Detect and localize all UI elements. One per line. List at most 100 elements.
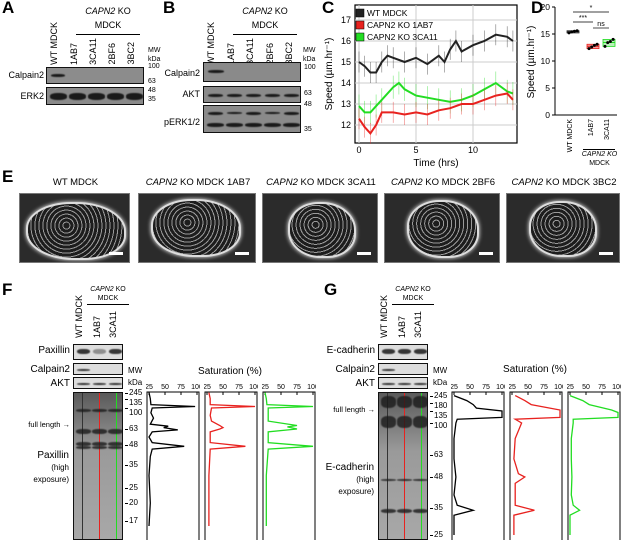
- mw-mark: 17: [129, 515, 138, 525]
- band: [77, 369, 90, 371]
- mw-tick: [430, 477, 433, 478]
- ko-gene-name: CAPN2: [511, 177, 544, 188]
- band: [246, 94, 261, 97]
- mw-tick: [125, 445, 128, 446]
- lane-guide-line: [404, 393, 405, 539]
- band: [208, 112, 223, 115]
- blot-label: Calpain2: [30, 364, 70, 375]
- band: [397, 416, 412, 428]
- blot-label: Paxillin: [38, 345, 70, 356]
- band: [108, 442, 122, 446]
- cell-colony-micrograph: [138, 193, 256, 263]
- blot-akt: [73, 377, 123, 389]
- blot-label: AKT: [50, 378, 70, 389]
- mw-mark: 48: [148, 87, 156, 94]
- x-tick-label: 25: [567, 384, 574, 391]
- x-tick-label: 100: [307, 384, 316, 391]
- lane-label: WT MDCK: [379, 295, 389, 338]
- band: [397, 509, 412, 513]
- band: [265, 112, 280, 114]
- high-exposure-label: (high: [356, 475, 374, 484]
- ko-gene-name: CAPN2: [390, 177, 423, 188]
- band: [381, 416, 396, 428]
- band: [413, 416, 427, 428]
- mw-mark: 25: [129, 482, 138, 492]
- band: [207, 123, 224, 127]
- x-tick-label: 50: [582, 384, 590, 391]
- band: [413, 396, 427, 408]
- significance-label: ***: [579, 15, 587, 22]
- x-tick-label: 25: [509, 384, 516, 391]
- band: [88, 93, 105, 100]
- profile-line: [569, 394, 619, 535]
- blot-label: AKT: [182, 89, 200, 99]
- x-tick-label: 50: [161, 384, 169, 391]
- data-point: [592, 43, 596, 47]
- ko-label: KO: [115, 6, 131, 16]
- ko-mdck-label: MDCK: [251, 20, 279, 30]
- data-point: [570, 30, 574, 34]
- mw-tick: [430, 423, 433, 424]
- band: [382, 349, 395, 354]
- mw-mark: 35: [304, 126, 312, 133]
- ko-header: CAPN2 KO: [83, 286, 133, 294]
- cell-colony: [26, 202, 126, 260]
- mw-tick: [125, 399, 128, 400]
- group-line: [583, 149, 615, 150]
- profile-frame: [509, 391, 563, 540]
- profile-line: [512, 395, 561, 535]
- mw-tick: [125, 503, 128, 504]
- x-tick-label: 100: [249, 384, 258, 391]
- lane-label: 3CA11: [88, 38, 98, 65]
- data-point: [575, 29, 579, 33]
- ko-mdck-label: MDCK: [94, 20, 122, 30]
- band: [398, 383, 411, 385]
- band: [413, 509, 427, 513]
- saturation-profile-2: 25 50 75 100: [567, 384, 621, 540]
- scale-bar: [479, 252, 493, 255]
- mw-mark: 180: [434, 400, 448, 410]
- mw-tick: [125, 521, 128, 522]
- x-tick-label: 100: [554, 384, 563, 391]
- arrow-icon: →: [365, 405, 375, 414]
- cell-colony-micrograph: [19, 193, 130, 263]
- band: [381, 509, 396, 513]
- group-label: CAPN2 KO: [577, 151, 622, 159]
- mw-mark: 245: [434, 390, 448, 400]
- x-tick-label: 50: [524, 384, 532, 391]
- lane-label: 2BF6: [107, 43, 117, 65]
- saturation-profile-1: 25 50 75 100: [509, 384, 563, 540]
- kda-label: kDa: [148, 56, 161, 63]
- band: [208, 94, 223, 97]
- ko-gene-name: CAPN2: [90, 286, 114, 293]
- blot-label: ERK2: [20, 91, 44, 101]
- saturation-axis-title: Saturation (%): [198, 366, 262, 377]
- mw-mark: 135: [129, 397, 143, 407]
- panel-label-c: C: [322, 0, 335, 17]
- blot-high-exposure: [378, 392, 428, 540]
- category-label: 1AB7: [588, 119, 595, 137]
- full-length-text: full length: [28, 420, 61, 429]
- lane-label: 3CA11: [108, 311, 118, 338]
- legend-label: WT MDCK: [367, 8, 408, 18]
- ko-group-line: [76, 34, 140, 35]
- y-tick-label: 17: [341, 15, 351, 25]
- ko-gene-name: CAPN2: [145, 177, 178, 188]
- band: [226, 123, 243, 127]
- mw-mark: 63: [129, 423, 138, 433]
- profile-frame: [146, 391, 200, 540]
- blot-calpain2: [378, 363, 428, 375]
- x-tick-label: 25: [204, 384, 211, 391]
- ko-header: CAPN2 KO: [225, 6, 305, 16]
- mw-mark: 35: [129, 459, 138, 469]
- band: [397, 479, 412, 481]
- y-tick-label: 15: [541, 29, 551, 39]
- mw-tick: [430, 411, 433, 412]
- mw-label: MW: [433, 366, 448, 375]
- blot-paxillin: [73, 344, 123, 360]
- data-point: [567, 31, 571, 35]
- ko-group-line: [392, 304, 434, 305]
- category-label: 3CA11: [604, 119, 611, 140]
- band: [51, 74, 65, 77]
- mw-mark: 245: [129, 387, 143, 397]
